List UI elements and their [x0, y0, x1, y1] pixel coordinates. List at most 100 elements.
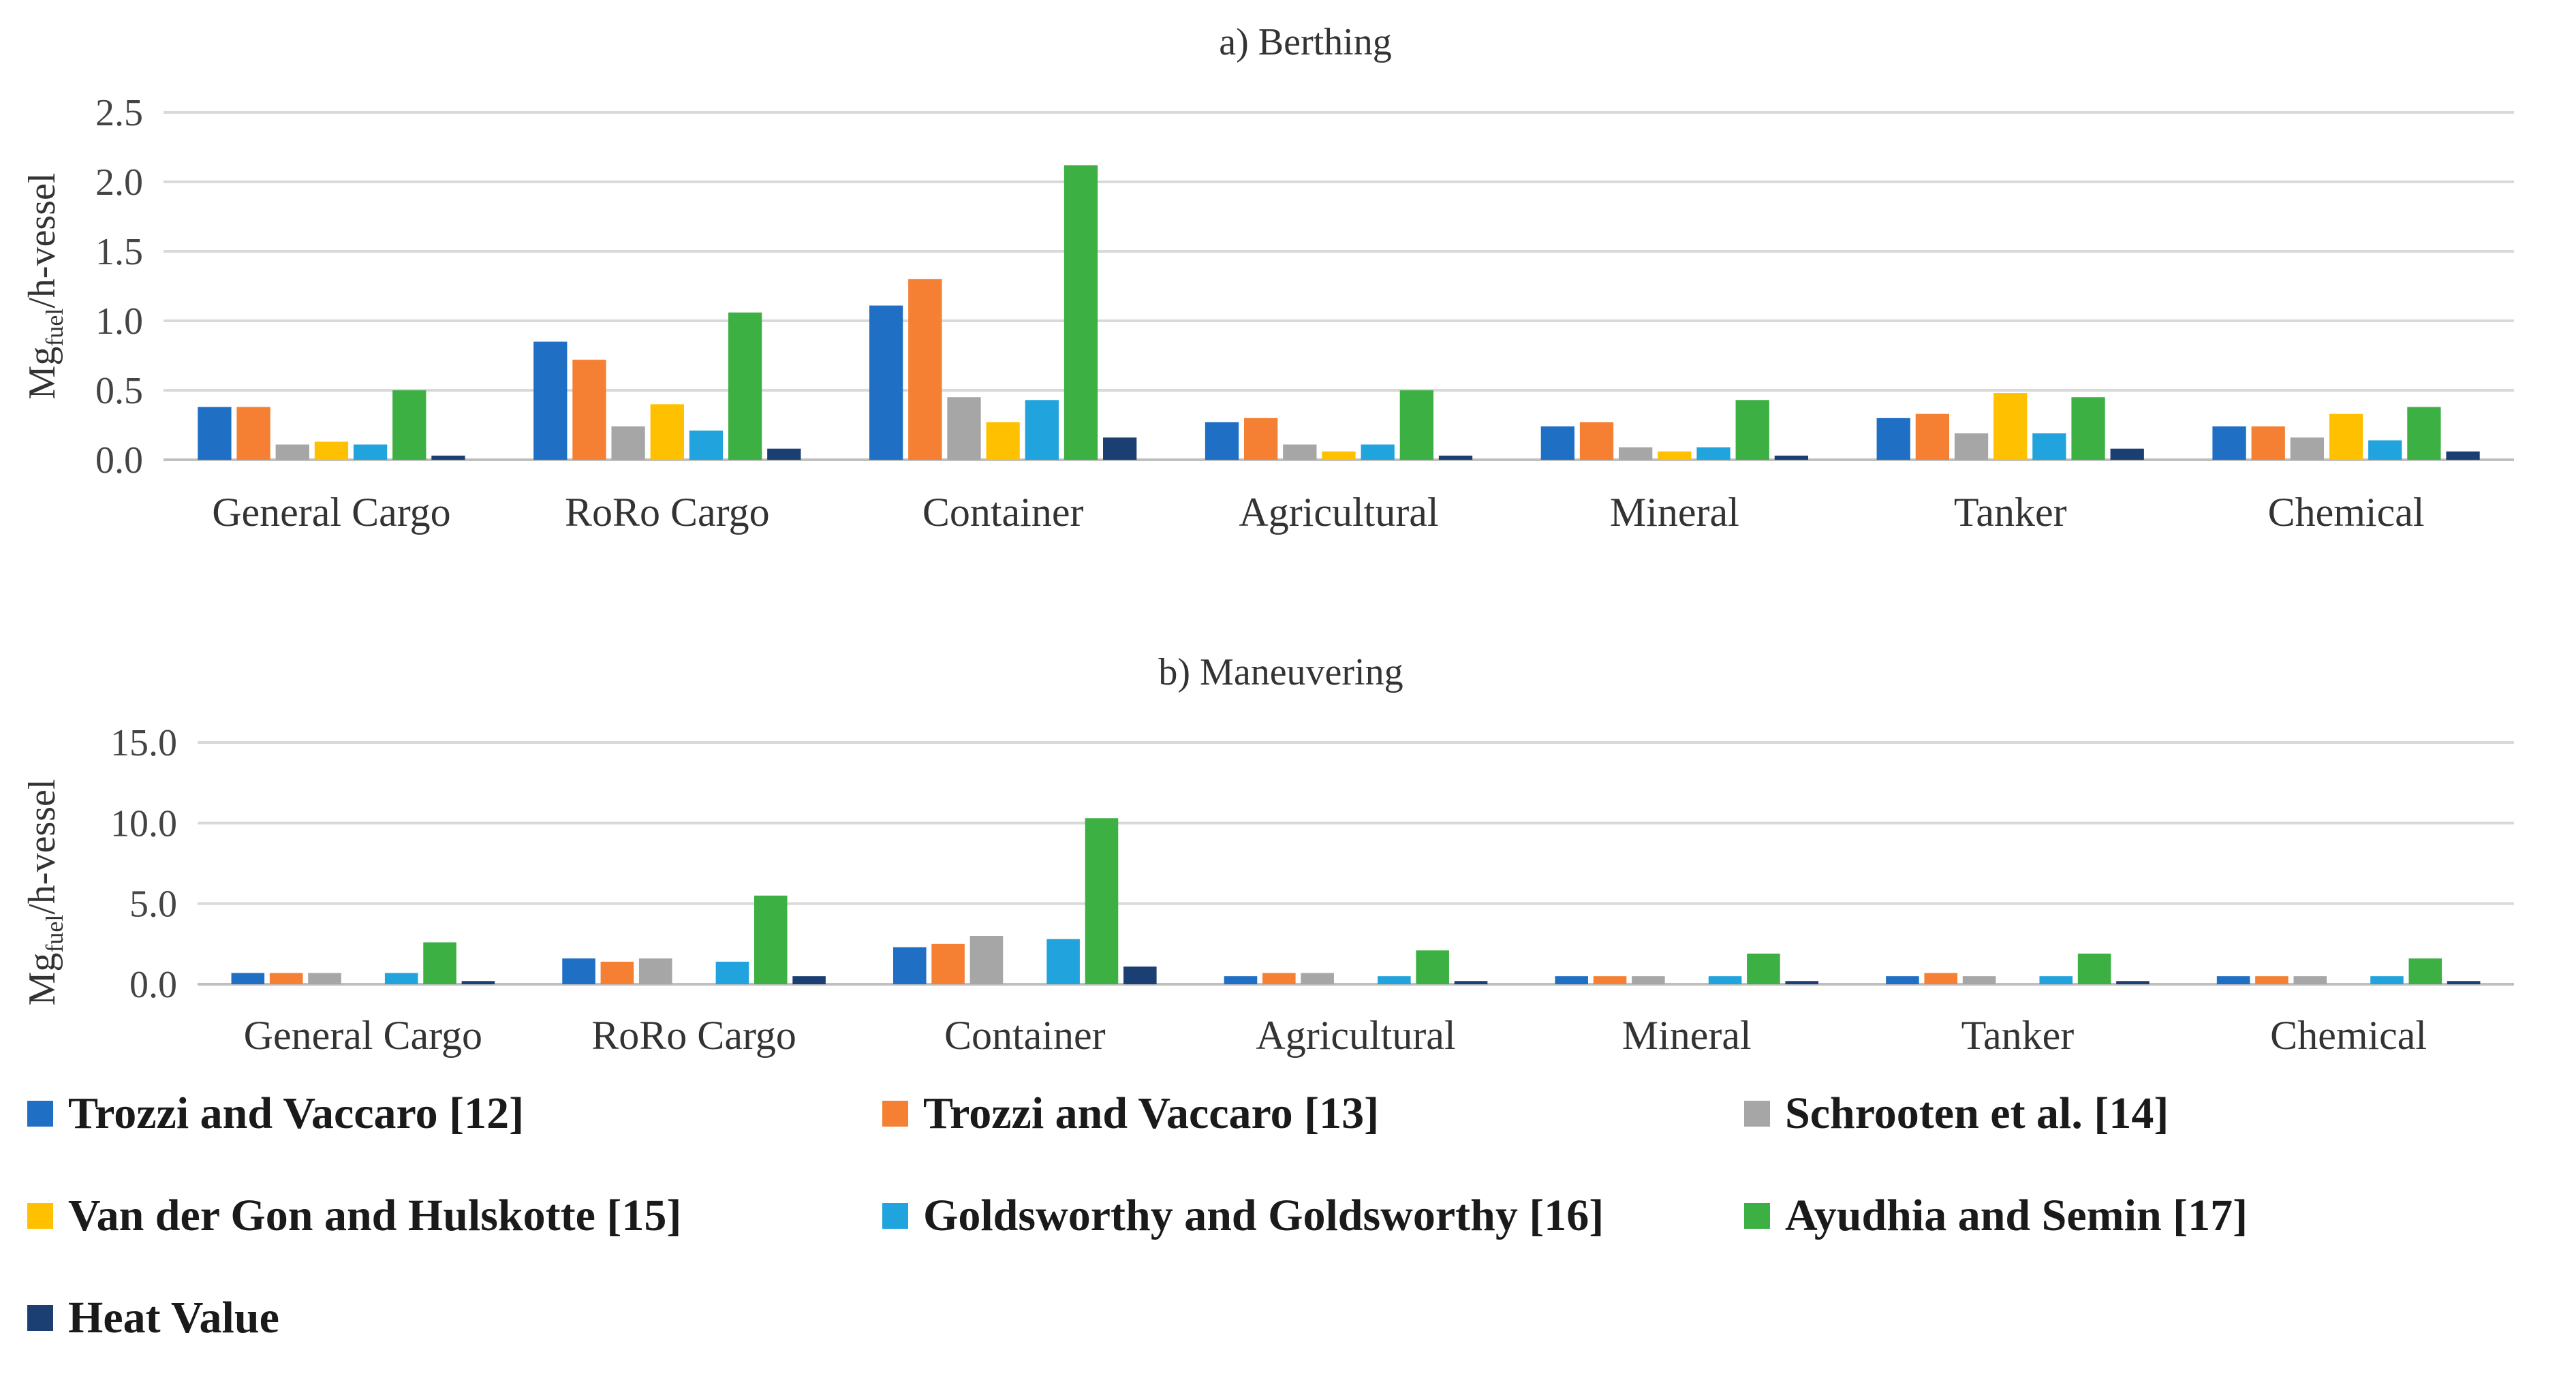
- bar-maneuvering: [1085, 818, 1119, 984]
- legend-label: Ayudhia and Semin [17]: [1785, 1191, 2248, 1240]
- chart-berthing: a) Berthing Mgfuel/h-vessel 0.0 0.5 1.0 1.5…: [21, 21, 2514, 535]
- bar-maneuvering: [1046, 939, 1080, 984]
- bar-berthing: [572, 360, 606, 460]
- bar-berthing: [1696, 447, 1731, 460]
- legend-swatch: [27, 1203, 53, 1229]
- bar-berthing: [947, 397, 981, 460]
- bar-berthing: [2329, 413, 2363, 460]
- bar-maneuvering: [2216, 976, 2250, 984]
- bar-maneuvering: [1593, 976, 1627, 984]
- bar-maneuvering: [269, 973, 303, 984]
- bar-maneuvering: [1886, 976, 1919, 984]
- bar-berthing: [767, 448, 801, 460]
- bar-berthing: [2368, 440, 2402, 460]
- bar-berthing: [2071, 397, 2105, 460]
- legend: Trozzi and Vaccaro [12] Trozzi and Vaccar…: [27, 1083, 2548, 1369]
- bar-berthing: [2446, 451, 2480, 460]
- bar-berthing: [2251, 426, 2285, 460]
- bar-maneuvering: [2039, 976, 2073, 984]
- bar-maneuvering: [1224, 976, 1258, 984]
- bar-maneuvering: [231, 973, 265, 984]
- y-tick-label-berthing: 1.0: [95, 300, 143, 343]
- bar-berthing: [728, 312, 762, 460]
- bar-maneuvering: [1454, 981, 1488, 984]
- bar-maneuvering: [1378, 976, 1411, 984]
- y-tick-label-maneuvering: 5.0: [129, 883, 177, 926]
- bar-maneuvering: [1416, 950, 1449, 984]
- category-label-berthing: Container: [922, 490, 1084, 535]
- bar-berthing: [869, 305, 903, 460]
- bar-berthing: [314, 441, 349, 460]
- legend-item: Goldsworthy and Goldsworthy [16]: [882, 1185, 1604, 1246]
- bar-berthing: [1540, 426, 1574, 460]
- chart-title-maneuvering: b) Maneuvering: [1158, 651, 1403, 693]
- bar-maneuvering: [638, 958, 672, 984]
- bar-maneuvering: [562, 958, 595, 984]
- bar-maneuvering: [1555, 976, 1588, 984]
- bar-maneuvering: [308, 973, 341, 984]
- category-label-maneuvering: Container: [944, 1013, 1106, 1058]
- bar-berthing: [908, 279, 942, 460]
- y-tick-label-maneuvering: 15.0: [110, 722, 177, 764]
- legend-swatch: [27, 1305, 53, 1331]
- category-label-maneuvering: General Cargo: [244, 1013, 482, 1058]
- bar-berthing: [1619, 447, 1653, 460]
- bar-maneuvering: [2077, 954, 2111, 984]
- bar-maneuvering: [600, 961, 634, 984]
- legend-label: Goldsworthy and Goldsworthy [16]: [923, 1191, 1604, 1240]
- bar-maneuvering: [754, 895, 788, 984]
- bar-maneuvering: [969, 936, 1004, 984]
- bar-berthing: [1774, 455, 1809, 460]
- bar-berthing: [1205, 422, 1239, 460]
- bar-maneuvering: [715, 961, 749, 984]
- bar-maneuvering: [461, 981, 495, 984]
- bar-berthing: [689, 430, 724, 460]
- y-tick-label-berthing: 0.5: [95, 370, 143, 412]
- bar-berthing: [650, 404, 684, 460]
- legend-swatch: [882, 1101, 908, 1127]
- bar-maneuvering: [1262, 973, 1296, 984]
- legend-swatch: [1744, 1101, 1770, 1127]
- legend-label: Heat Value: [68, 1293, 279, 1343]
- y-tick-label-berthing: 0.0: [95, 439, 143, 482]
- bar-maneuvering: [2293, 976, 2327, 984]
- bar-berthing: [198, 407, 232, 460]
- bar-berthing: [392, 390, 426, 460]
- bar-berthing: [1244, 418, 1278, 460]
- legend-label: Schrooten et al. [14]: [1785, 1088, 2169, 1138]
- bar-maneuvering: [1924, 973, 1958, 984]
- category-label-maneuvering: RoRo Cargo: [591, 1013, 796, 1058]
- bar-maneuvering: [1301, 973, 1334, 984]
- bar-maneuvering: [1747, 954, 1780, 984]
- bar-berthing: [1579, 422, 1614, 460]
- bar-berthing: [1438, 455, 1473, 460]
- bar-berthing: [1361, 444, 1395, 460]
- bar-maneuvering: [2116, 981, 2150, 984]
- bar-berthing: [2212, 426, 2246, 460]
- category-label-berthing: Mineral: [1610, 490, 1739, 535]
- bar-maneuvering: [792, 976, 826, 984]
- bar-maneuvering: [1962, 976, 1996, 984]
- chart-title-berthing: a) Berthing: [1219, 21, 1391, 63]
- legend-label: Van der Gon and Hulskotte [15]: [68, 1191, 682, 1240]
- bar-berthing: [1103, 437, 1137, 460]
- bar-berthing: [1876, 418, 1910, 460]
- legend-label: Trozzi and Vaccaro [13]: [923, 1088, 1380, 1138]
- y-tick-label-maneuvering: 0.0: [129, 964, 177, 1006]
- category-label-maneuvering: Chemical: [2270, 1013, 2427, 1058]
- bar-berthing: [2110, 448, 2144, 460]
- y-tick-label-berthing: 2.0: [95, 161, 143, 204]
- legend-swatch: [27, 1101, 53, 1127]
- category-label-berthing: Agricultural: [1239, 490, 1438, 535]
- bar-berthing: [1735, 400, 1769, 460]
- legend-item: Schrooten et al. [14]: [1744, 1083, 2169, 1144]
- bar-berthing: [533, 341, 568, 460]
- bar-berthing: [1954, 433, 1989, 460]
- bar-maneuvering: [2408, 958, 2442, 984]
- bar-berthing: [1283, 444, 1317, 460]
- bar-berthing: [236, 407, 270, 460]
- bar-berthing: [431, 455, 465, 460]
- legend-swatch: [1744, 1203, 1770, 1229]
- bar-maneuvering: [1708, 976, 1742, 984]
